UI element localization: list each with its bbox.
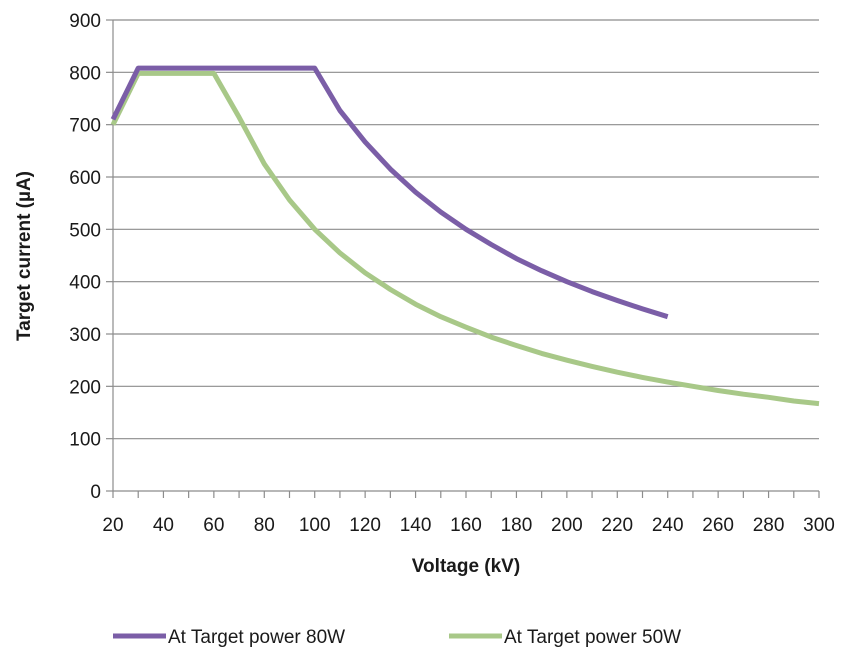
x-tick-label: 140: [400, 515, 432, 536]
data-series: [110, 65, 820, 407]
x-tick-label: 180: [501, 515, 533, 536]
x-tick-label: 100: [299, 515, 331, 536]
series-line-80w: [110, 65, 669, 320]
x-tick-label: 160: [450, 515, 482, 536]
y-tick-label: 800: [69, 63, 101, 84]
x-tick-label: 20: [102, 515, 123, 536]
x-tick-labels: 20 40 60 80 100 120 140 160 180 200 220 240 260 280 30…: [102, 515, 834, 536]
x-tick-label: 260: [702, 515, 734, 536]
y-tick-label: 200: [69, 377, 101, 398]
y-axis-title: Target current (µA): [14, 171, 35, 341]
y-tick-label: 900: [69, 11, 101, 32]
legend: At Target power 80W At Target power 50W: [113, 627, 681, 648]
y-tick-label: 100: [69, 430, 101, 451]
x-tick-label: 300: [803, 515, 835, 536]
x-tick-label: 60: [203, 515, 224, 536]
x-tick-label: 280: [753, 515, 785, 536]
y-tick-label: 300: [69, 325, 101, 346]
x-axis-title: Voltage (kV): [412, 556, 520, 577]
x-tick-label: 40: [153, 515, 174, 536]
y-tick-labels: 0 100 200 300 400 500 600 700 800 900: [69, 11, 101, 503]
x-tick-label: 80: [254, 515, 275, 536]
y-tick-label: 400: [69, 273, 101, 294]
x-tick-label: 240: [652, 515, 684, 536]
y-tick-label: 600: [69, 168, 101, 189]
legend-label-50w: At Target power 50W: [504, 627, 681, 648]
x-tick-label: 200: [551, 515, 583, 536]
y-tick-label: 0: [90, 482, 101, 503]
y-tick-label: 500: [69, 220, 101, 241]
x-tick-label: 220: [601, 515, 633, 536]
y-tick-label: 700: [69, 116, 101, 137]
x-tick-label: 120: [349, 515, 381, 536]
axes: [106, 19, 820, 498]
legend-label-80w: At Target power 80W: [168, 627, 345, 648]
series-line-50w: [110, 70, 820, 407]
